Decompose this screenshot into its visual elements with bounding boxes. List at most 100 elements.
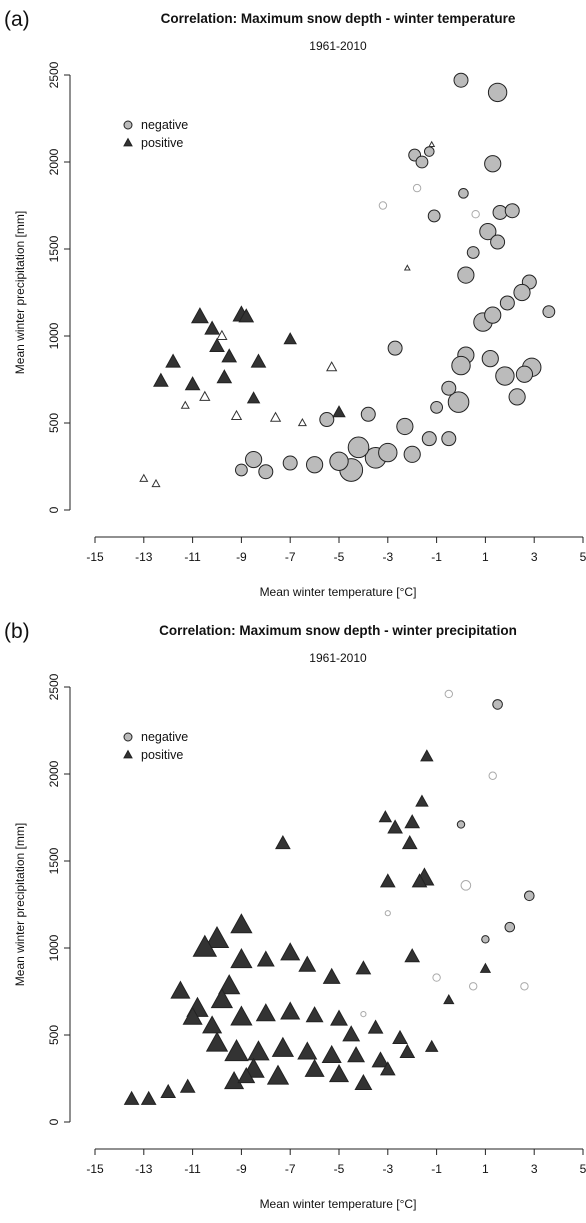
point bbox=[384, 910, 391, 917]
point bbox=[469, 982, 478, 991]
point bbox=[404, 814, 421, 829]
x-tick-label: -3 bbox=[382, 550, 393, 564]
point bbox=[306, 456, 324, 474]
point bbox=[170, 980, 191, 999]
point bbox=[139, 473, 149, 482]
point bbox=[451, 355, 471, 376]
y-tick-label: 500 bbox=[47, 413, 61, 433]
point bbox=[330, 1009, 348, 1026]
point bbox=[347, 1046, 366, 1063]
y-axis-label: Mean winter precipitation [mm] bbox=[13, 823, 27, 986]
point bbox=[297, 1041, 318, 1060]
point bbox=[199, 390, 211, 401]
point bbox=[245, 450, 263, 469]
point bbox=[250, 353, 267, 368]
point bbox=[421, 431, 437, 447]
point bbox=[542, 305, 556, 319]
point bbox=[513, 283, 531, 302]
y-tick-label: 0 bbox=[47, 506, 61, 513]
point bbox=[492, 699, 503, 710]
point bbox=[484, 155, 502, 173]
point bbox=[401, 835, 418, 850]
x-tick-label: -15 bbox=[86, 1162, 104, 1176]
point bbox=[255, 1003, 276, 1022]
x-tick-label: -3 bbox=[382, 1162, 393, 1176]
legend-label: positive bbox=[141, 136, 183, 150]
point bbox=[379, 873, 396, 888]
x-tick-label: -9 bbox=[236, 550, 247, 564]
x-tick-label: 1 bbox=[482, 1162, 489, 1176]
chart-subtitle: 1961-2010 bbox=[309, 39, 367, 53]
x-tick-label: -5 bbox=[334, 550, 345, 564]
point bbox=[490, 234, 506, 250]
point bbox=[396, 417, 414, 436]
point bbox=[466, 246, 480, 259]
panel-label: (b) bbox=[4, 620, 30, 643]
point bbox=[415, 155, 429, 169]
point bbox=[403, 445, 421, 463]
point bbox=[399, 1043, 416, 1058]
point bbox=[204, 320, 220, 335]
point bbox=[481, 935, 490, 944]
point bbox=[430, 400, 444, 414]
point bbox=[266, 1064, 290, 1085]
point bbox=[347, 436, 370, 459]
point bbox=[387, 819, 403, 834]
point bbox=[504, 921, 516, 933]
y-tick-label: 1500 bbox=[47, 235, 61, 262]
point bbox=[453, 72, 469, 88]
point bbox=[457, 266, 475, 284]
x-tick-label: -9 bbox=[236, 1162, 247, 1176]
x-tick-label: -1 bbox=[431, 1162, 442, 1176]
point bbox=[487, 82, 508, 103]
point bbox=[304, 1058, 325, 1077]
point bbox=[269, 411, 282, 422]
point bbox=[460, 880, 472, 891]
point bbox=[481, 350, 499, 368]
chart-subtitle: 1961-2010 bbox=[309, 651, 367, 665]
y-tick-label: 2000 bbox=[47, 760, 61, 787]
point bbox=[179, 1078, 196, 1093]
point bbox=[280, 942, 301, 961]
point bbox=[235, 463, 248, 477]
point bbox=[499, 295, 515, 311]
point bbox=[202, 1015, 223, 1034]
point bbox=[392, 1029, 408, 1045]
legend-label: negative bbox=[141, 730, 188, 744]
point bbox=[360, 1011, 367, 1018]
point bbox=[256, 950, 275, 967]
point bbox=[403, 264, 411, 271]
point bbox=[305, 1006, 324, 1023]
point bbox=[275, 835, 291, 850]
point bbox=[224, 1039, 249, 1062]
point bbox=[479, 962, 492, 973]
point bbox=[230, 409, 243, 420]
point bbox=[283, 332, 297, 345]
point bbox=[447, 391, 470, 413]
point bbox=[508, 388, 526, 406]
point bbox=[209, 337, 225, 352]
point bbox=[441, 431, 457, 447]
point bbox=[204, 925, 230, 949]
legend-box bbox=[114, 111, 208, 159]
legend-label: negative bbox=[141, 118, 188, 132]
point bbox=[280, 1001, 301, 1020]
point bbox=[216, 329, 228, 340]
point bbox=[230, 913, 253, 934]
point bbox=[329, 451, 349, 471]
x-axis-label: Mean winter temperature [°C] bbox=[260, 1197, 417, 1211]
y-tick-label: 1500 bbox=[47, 847, 61, 874]
x-axis-label: Mean winter temperature [°C] bbox=[260, 585, 417, 599]
legend-box bbox=[114, 723, 208, 771]
point bbox=[378, 442, 398, 463]
point bbox=[216, 369, 233, 384]
point bbox=[321, 1044, 342, 1064]
legend-marker bbox=[123, 749, 133, 759]
point bbox=[441, 380, 457, 396]
point bbox=[488, 771, 497, 780]
point bbox=[165, 353, 181, 368]
point bbox=[412, 183, 422, 193]
x-tick-label: -7 bbox=[285, 1162, 296, 1176]
y-axis-label: Mean winter precipitation [mm] bbox=[13, 211, 27, 374]
